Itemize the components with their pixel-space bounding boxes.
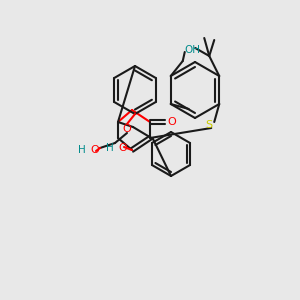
Text: H: H bbox=[106, 143, 114, 153]
Text: O: O bbox=[168, 117, 176, 127]
Text: O: O bbox=[91, 145, 99, 155]
Text: H: H bbox=[78, 145, 86, 155]
Text: OH: OH bbox=[185, 45, 201, 55]
Text: O: O bbox=[118, 143, 127, 153]
Text: O: O bbox=[123, 124, 131, 134]
Text: S: S bbox=[206, 120, 213, 130]
